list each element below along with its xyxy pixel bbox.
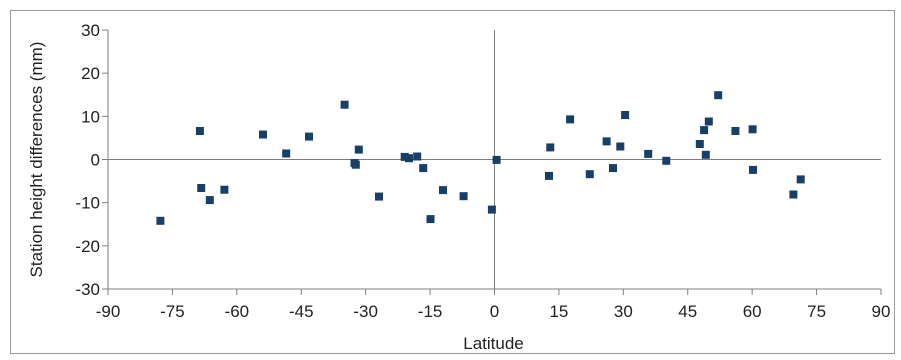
y-tick-label: -30 bbox=[75, 280, 100, 299]
y-tick-label: 10 bbox=[81, 107, 100, 126]
data-point bbox=[305, 132, 313, 141]
axes bbox=[102, 29, 882, 295]
y-axis-title: Station height differences (mm) bbox=[27, 42, 46, 278]
data-point bbox=[796, 175, 805, 184]
data-point bbox=[400, 152, 409, 161]
data-point bbox=[644, 149, 653, 158]
x-tick-label: 15 bbox=[549, 302, 568, 321]
data-point bbox=[459, 192, 468, 201]
data-point bbox=[351, 160, 360, 169]
data-point bbox=[156, 216, 165, 225]
data-point bbox=[205, 196, 214, 205]
y-tick-label: -20 bbox=[75, 237, 100, 256]
x-tick-label: -90 bbox=[96, 302, 121, 321]
data-point bbox=[789, 190, 798, 199]
x-tick-label: -15 bbox=[418, 302, 443, 321]
x-tick-label: -45 bbox=[289, 302, 314, 321]
data-point bbox=[340, 100, 349, 109]
data-point bbox=[748, 125, 757, 134]
data-point bbox=[492, 155, 501, 164]
data-point bbox=[375, 192, 383, 201]
data-point bbox=[259, 130, 267, 139]
data-point bbox=[413, 152, 422, 161]
data-point bbox=[621, 111, 630, 119]
data-point bbox=[714, 91, 723, 100]
data-point bbox=[487, 205, 496, 214]
y-tick-label: -10 bbox=[75, 194, 100, 213]
data-point bbox=[700, 126, 709, 135]
data-point bbox=[609, 164, 617, 173]
x-tick-label: -75 bbox=[160, 302, 185, 321]
data-point bbox=[419, 164, 428, 173]
data-point bbox=[426, 215, 435, 224]
x-axis-title: Latitude bbox=[463, 334, 524, 353]
tick-labels: 30 20 10 0 -10 -20 -30 -90 -75 -60 -45 -30 -15 0 15 30 4… bbox=[75, 21, 890, 321]
data-point bbox=[731, 127, 740, 135]
data-point bbox=[701, 150, 710, 159]
data-point bbox=[602, 137, 611, 146]
x-tick-label: 45 bbox=[678, 302, 697, 321]
data-point bbox=[546, 143, 555, 152]
y-tick-label: 20 bbox=[81, 64, 100, 83]
data-points bbox=[156, 91, 805, 225]
x-tick-label: -30 bbox=[353, 302, 378, 321]
y-tick-label: 30 bbox=[81, 21, 100, 40]
data-point bbox=[439, 186, 447, 195]
data-point bbox=[545, 171, 553, 180]
data-point bbox=[749, 165, 757, 174]
chart-frame: 30 20 10 0 -10 -20 -30 -90 -75 -60 -45 -30 -15 0 15 30 4… bbox=[10, 10, 895, 354]
x-tick-label: 90 bbox=[872, 302, 891, 321]
data-point bbox=[220, 185, 229, 194]
data-point bbox=[405, 154, 413, 163]
scatter-chart: 30 20 10 0 -10 -20 -30 -90 -75 -60 -45 -30 -15 0 15 30 4… bbox=[27, 21, 890, 353]
y-tick-label: 0 bbox=[91, 151, 100, 170]
x-tick-label: 60 bbox=[743, 302, 762, 321]
data-point bbox=[704, 117, 713, 126]
x-tick-label: 30 bbox=[614, 302, 633, 321]
data-point bbox=[695, 140, 704, 148]
data-point bbox=[195, 127, 204, 135]
data-point bbox=[197, 184, 206, 192]
data-point bbox=[585, 170, 594, 179]
x-tick-label: 0 bbox=[490, 302, 499, 321]
data-point bbox=[354, 145, 363, 154]
data-point bbox=[616, 142, 625, 151]
data-point bbox=[566, 115, 575, 124]
data-point bbox=[662, 156, 671, 165]
data-point bbox=[282, 149, 291, 158]
x-tick-label: 75 bbox=[807, 302, 826, 321]
x-tick-label: -60 bbox=[225, 302, 250, 321]
